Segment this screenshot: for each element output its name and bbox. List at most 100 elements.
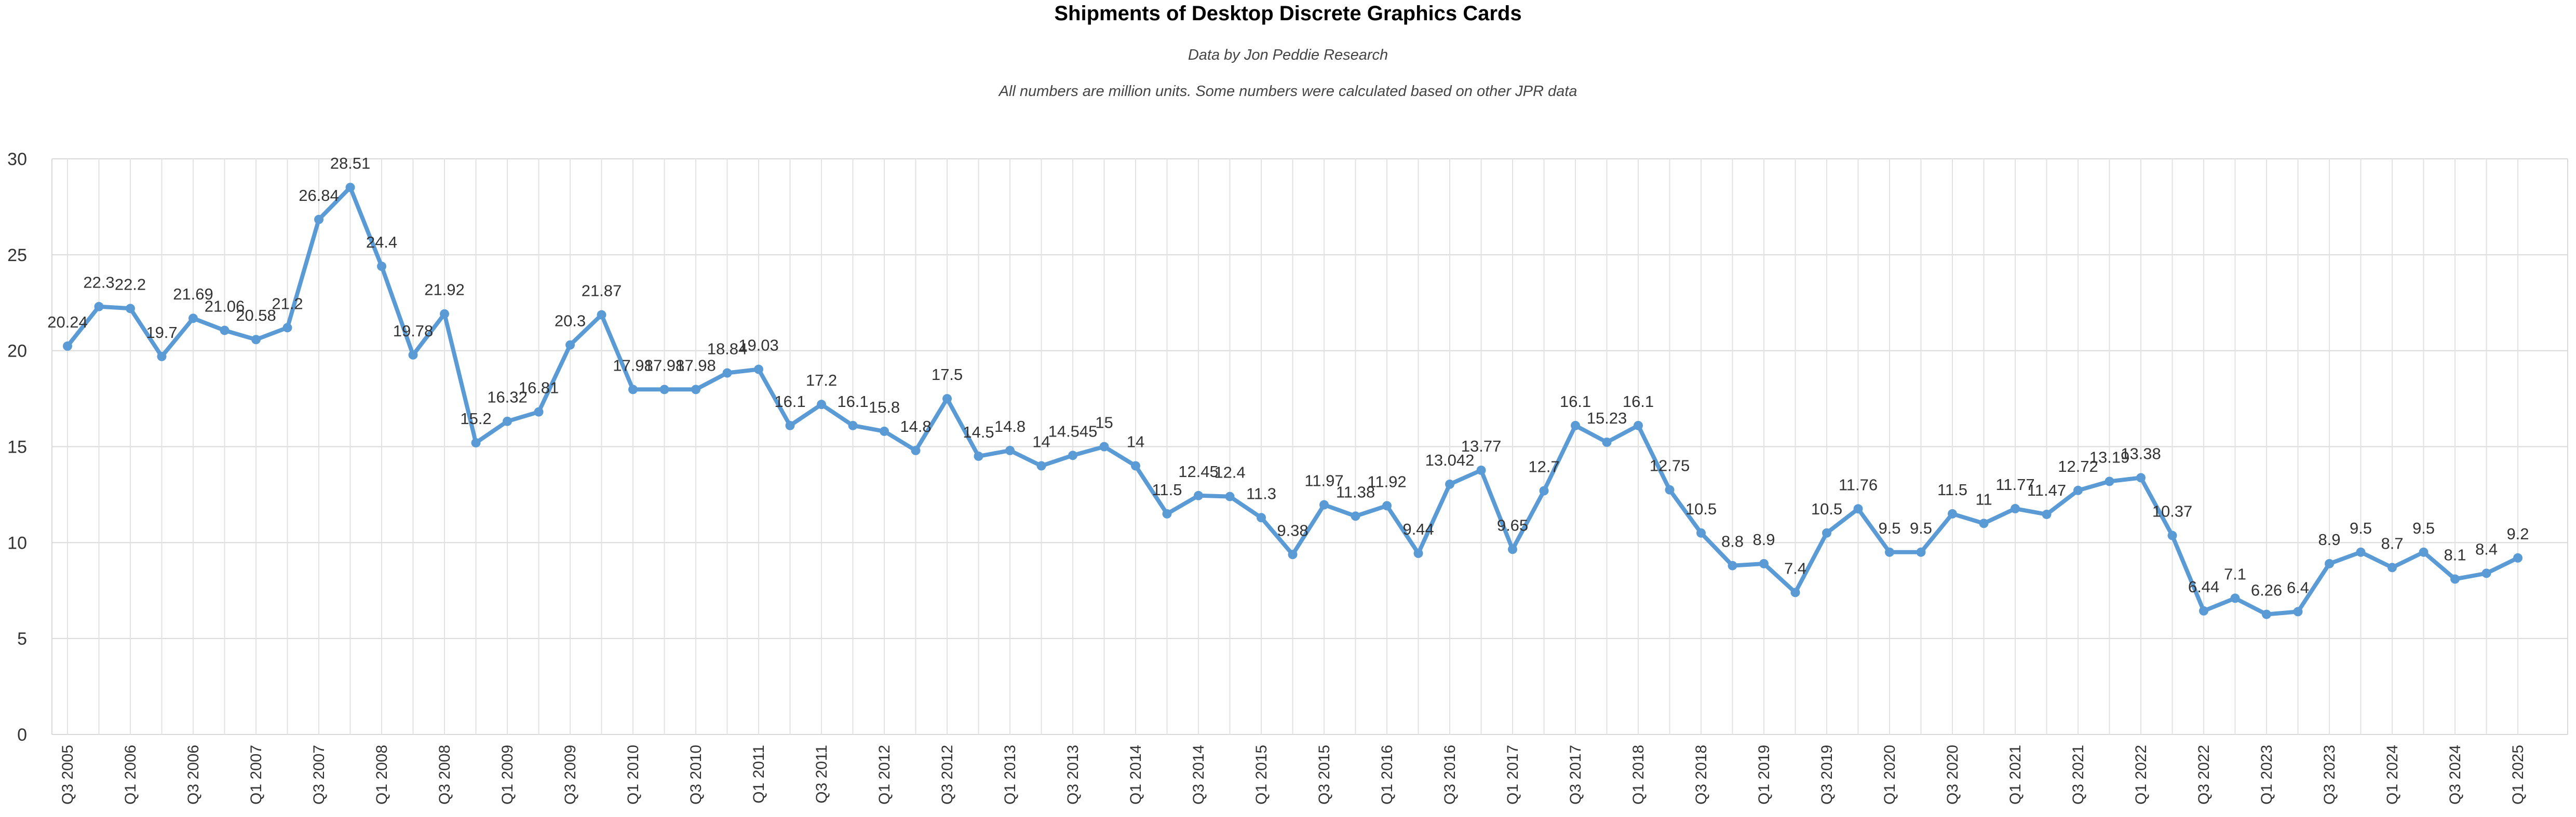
data-label: 12.4 — [1214, 464, 1245, 482]
data-label: 8.1 — [2444, 546, 2466, 564]
x-tick-label: Q1 2021 — [2007, 745, 2024, 805]
data-point — [2262, 609, 2271, 619]
data-point — [817, 400, 826, 410]
chart-grid — [51, 158, 2568, 735]
data-point — [659, 385, 669, 394]
data-label: 16.1 — [774, 392, 805, 411]
data-label: 17.98 — [676, 356, 716, 374]
x-tick-label: Q1 2012 — [876, 745, 893, 805]
data-label: 14.5 — [963, 423, 994, 441]
data-label: 17.98 — [644, 356, 685, 374]
x-tick-label: Q1 2022 — [2133, 745, 2150, 805]
x-tick-label: Q3 2017 — [1567, 745, 1584, 805]
x-tick-label: Q1 2017 — [1504, 745, 1521, 805]
data-label: 22.2 — [115, 275, 146, 293]
data-point — [1257, 513, 1266, 523]
data-label: 13.77 — [1461, 437, 1502, 455]
data-label: 14 — [1032, 432, 1050, 451]
x-tick-label: Q3 2014 — [1190, 745, 1207, 805]
data-point — [1445, 479, 1454, 489]
chart-axes: 0 5 10 15 20 25 30 Q3 2005 Q1 2006 Q3 2006 Q1 2007… — [7, 149, 2527, 805]
data-point — [2356, 547, 2366, 557]
data-point — [2481, 568, 2491, 578]
data-label: 19.78 — [393, 322, 434, 340]
data-label: 11.76 — [1839, 475, 1878, 494]
data-label: 8.8 — [1721, 533, 1744, 551]
x-tick-label: Q3 2016 — [1441, 745, 1459, 805]
data-point — [2199, 606, 2208, 616]
data-point — [2513, 553, 2523, 563]
data-label: 9.5 — [1910, 519, 1932, 537]
data-point — [597, 310, 606, 320]
data-point — [188, 314, 198, 323]
data-label: 26.84 — [299, 186, 339, 205]
data-label: 21.2 — [272, 294, 303, 312]
data-point — [1476, 465, 1486, 475]
chart-subtitle: Data by Jon Peddie Research — [1188, 47, 1388, 63]
x-tick-label: Q3 2019 — [1818, 745, 1836, 805]
data-label: 20.3 — [555, 312, 586, 330]
data-label: 9.65 — [1497, 516, 1528, 534]
data-point — [503, 416, 512, 426]
data-label: 17.2 — [806, 371, 837, 389]
data-point — [1948, 509, 1957, 519]
data-point — [2011, 503, 2020, 513]
x-tick-label: Q1 2009 — [499, 745, 516, 805]
data-label: 11.5 — [1152, 481, 1182, 499]
data-point — [1351, 511, 1360, 521]
x-tick-label: Q3 2013 — [1064, 745, 1082, 805]
data-point — [1696, 528, 1706, 538]
data-point — [1790, 588, 1800, 597]
data-point — [722, 368, 732, 378]
data-point — [2073, 485, 2083, 495]
data-label: 16.1 — [837, 392, 868, 411]
data-label: 12.75 — [1650, 457, 1690, 475]
data-point — [251, 335, 261, 345]
data-label: 11.5 — [1937, 481, 1967, 499]
data-point — [1571, 420, 1580, 430]
data-label: 11.92 — [1367, 472, 1406, 491]
data-label: 20.58 — [236, 306, 276, 324]
x-tick-label: Q1 2011 — [750, 745, 767, 804]
x-tick-label: Q3 2024 — [2447, 745, 2464, 805]
data-point — [2450, 574, 2460, 584]
data-point — [2325, 559, 2334, 568]
data-label: 13.38 — [2121, 444, 2161, 462]
x-tick-label: Q1 2016 — [1379, 745, 1396, 805]
data-point — [911, 445, 921, 455]
chart-series — [63, 183, 2523, 619]
chart-title: Shipments of Desktop Discrete Graphics C… — [1054, 2, 1522, 25]
data-label: 9.44 — [1402, 520, 1434, 538]
data-label: 6.4 — [2287, 578, 2309, 596]
data-label: 14 — [1127, 432, 1144, 451]
data-point — [126, 304, 135, 314]
data-point — [628, 385, 638, 394]
data-label: 15 — [1095, 414, 1113, 432]
y-tick-label: 5 — [17, 629, 27, 649]
data-point — [1885, 547, 1894, 557]
data-point — [471, 438, 481, 448]
data-label: 19.03 — [738, 336, 779, 355]
data-label: 15.8 — [869, 398, 900, 416]
x-tick-label: Q3 2010 — [687, 745, 705, 805]
y-tick-label: 20 — [7, 342, 27, 361]
data-label: 21.87 — [582, 282, 622, 300]
y-tick-label: 30 — [7, 149, 27, 169]
data-label: 7.4 — [1784, 559, 1806, 577]
data-label: 7.1 — [2224, 565, 2246, 583]
data-label: 19.7 — [146, 323, 177, 342]
data-label: 10.5 — [1685, 500, 1717, 518]
data-label: 9.5 — [1878, 519, 1900, 537]
chart-note: All numbers are million units. Some numb… — [999, 83, 1577, 100]
data-label: 9.5 — [2350, 519, 2372, 537]
data-label: 14.8 — [994, 417, 1026, 435]
data-label: 15.23 — [1587, 409, 1627, 427]
data-label: 16.1 — [1623, 392, 1654, 411]
x-tick-label: Q1 2010 — [625, 745, 642, 805]
data-label: 12.72 — [2058, 457, 2098, 475]
x-tick-label: Q3 2009 — [562, 745, 579, 805]
data-label: 11.97 — [1304, 472, 1343, 490]
data-point — [220, 325, 230, 335]
data-point — [1068, 451, 1077, 460]
data-point — [848, 420, 858, 430]
